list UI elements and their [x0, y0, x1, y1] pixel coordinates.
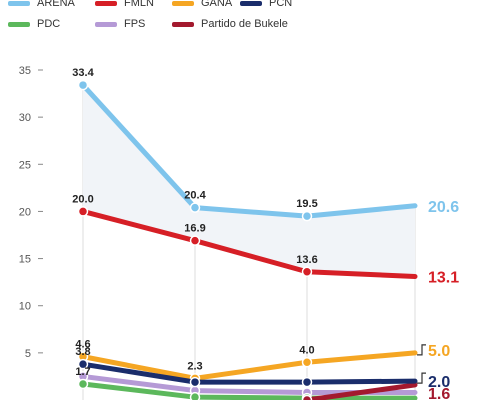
data-label-gana: 4.0	[299, 344, 314, 356]
y-tick-label: 35	[19, 65, 31, 77]
end-label-connector	[417, 344, 426, 356]
data-label-arena: 33.4	[72, 67, 94, 79]
y-tick-label: 10	[19, 301, 31, 313]
y-tick-label: 15	[19, 254, 31, 266]
legend-item-fps: FPS	[95, 18, 145, 30]
legend-swatch	[172, 0, 194, 6]
end-value-label-pcn: 2.0	[428, 374, 450, 391]
data-point-pcn	[189, 376, 201, 388]
y-tick-label: 30	[19, 112, 31, 124]
data-point-fmln	[301, 266, 313, 278]
data-label-fmln: 13.6	[296, 254, 317, 266]
legend-swatch	[8, 21, 30, 27]
legend-swatch	[95, 0, 117, 6]
data-point-arena	[301, 210, 313, 222]
legend-label: GANA	[201, 0, 233, 9]
series-line-pdc	[80, 381, 418, 400]
series-line-fmln	[80, 208, 418, 279]
legend-label: FPS	[124, 18, 146, 30]
legend-swatch	[172, 21, 194, 27]
legend-label: PDC	[37, 18, 61, 30]
legend-label: PCN	[269, 0, 293, 9]
end-value-label-fmln: 13.1	[428, 269, 459, 286]
data-label-pcn: 3.8	[75, 346, 90, 358]
series-line-gana	[80, 350, 418, 381]
data-point-fmln	[77, 206, 89, 217]
series-line-pcn	[80, 361, 418, 385]
area-fill	[83, 85, 415, 277]
end-value-label-partido-de-bukele: 1.6	[428, 386, 450, 400]
data-point-arena	[77, 79, 89, 91]
data-label-arena: 19.5	[296, 198, 317, 210]
data-point-pdc	[77, 378, 89, 390]
data-label-arena: 20.4	[184, 190, 206, 202]
data-label-gana: 4.6	[75, 339, 90, 351]
data-point-pcn	[77, 358, 89, 370]
legend-item-arena: ARENA	[8, 0, 75, 9]
legend-label: FMLN	[124, 0, 154, 9]
data-point-fmln	[189, 235, 201, 246]
data-point-arena	[189, 202, 201, 213]
legend-swatch	[240, 0, 262, 6]
data-label-pdc: 1.7	[75, 366, 90, 378]
y-tick-label: 5	[25, 348, 31, 360]
legend-item-partido-de-bukele: Partido de Bukele	[172, 18, 288, 30]
y-tick-label: 20	[19, 206, 31, 218]
legend-item-pcn: PCN	[240, 0, 292, 9]
series-line-partido-de-bukele	[304, 382, 418, 400]
legend-swatch	[8, 0, 30, 6]
legend-label: ARENA	[37, 0, 75, 9]
legend-item-gana: GANA	[172, 0, 232, 9]
data-label-gana: 2.3	[187, 360, 202, 372]
legend-swatch	[95, 21, 117, 27]
y-tick-label: 25	[19, 159, 31, 171]
series-line-arena	[80, 82, 418, 219]
legend-label: Partido de Bukele	[201, 18, 288, 30]
end-value-label-gana: 5.0	[428, 343, 450, 360]
legend-item-fmln: FMLN	[95, 0, 154, 9]
data-point-pcn	[301, 376, 313, 388]
end-label-connector	[417, 372, 426, 384]
legend-item-pdc: PDC	[8, 18, 60, 30]
data-label-fmln: 16.9	[184, 223, 205, 235]
data-point-gana	[301, 357, 313, 368]
legend: ARENA FMLN GANA PCN PDC FPS Partido de Bukele	[0, 0, 500, 34]
data-point-partido-de-bukele	[301, 394, 313, 400]
data-point-pdc	[189, 391, 201, 400]
end-value-label-arena: 20.6	[428, 199, 459, 216]
data-label-fmln: 20.0	[72, 193, 93, 205]
